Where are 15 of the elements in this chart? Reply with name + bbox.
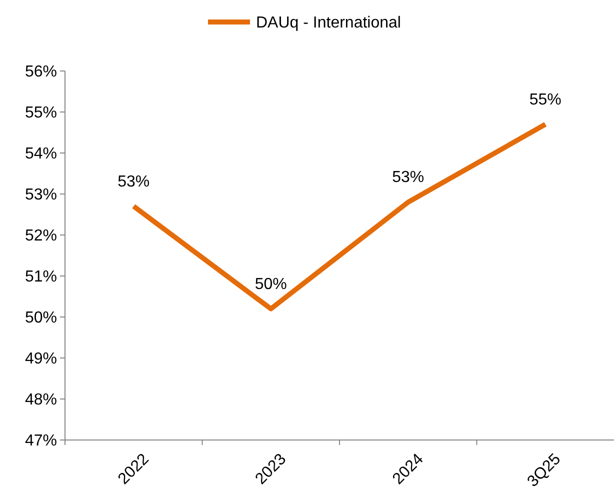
data-label: 53% <box>118 173 150 190</box>
y-tick-label: 56% <box>24 64 57 81</box>
y-tick-label: 48% <box>24 392 57 409</box>
y-tick-label: 55% <box>24 104 57 122</box>
y-tick-label: 47% <box>24 432 57 450</box>
data-label: 55% <box>529 91 562 108</box>
y-tick-label: 51% <box>24 268 57 286</box>
data-label: 50% <box>254 276 287 293</box>
y-tick-label: 49% <box>24 350 57 368</box>
legend-label: DAUq - International <box>256 14 401 32</box>
y-tick-label: 52% <box>24 228 57 245</box>
data-label: 53% <box>392 169 424 186</box>
y-tick-label: 50% <box>24 310 57 327</box>
y-tick-label: 53% <box>24 186 57 204</box>
y-tick-label: 54% <box>24 146 57 163</box>
